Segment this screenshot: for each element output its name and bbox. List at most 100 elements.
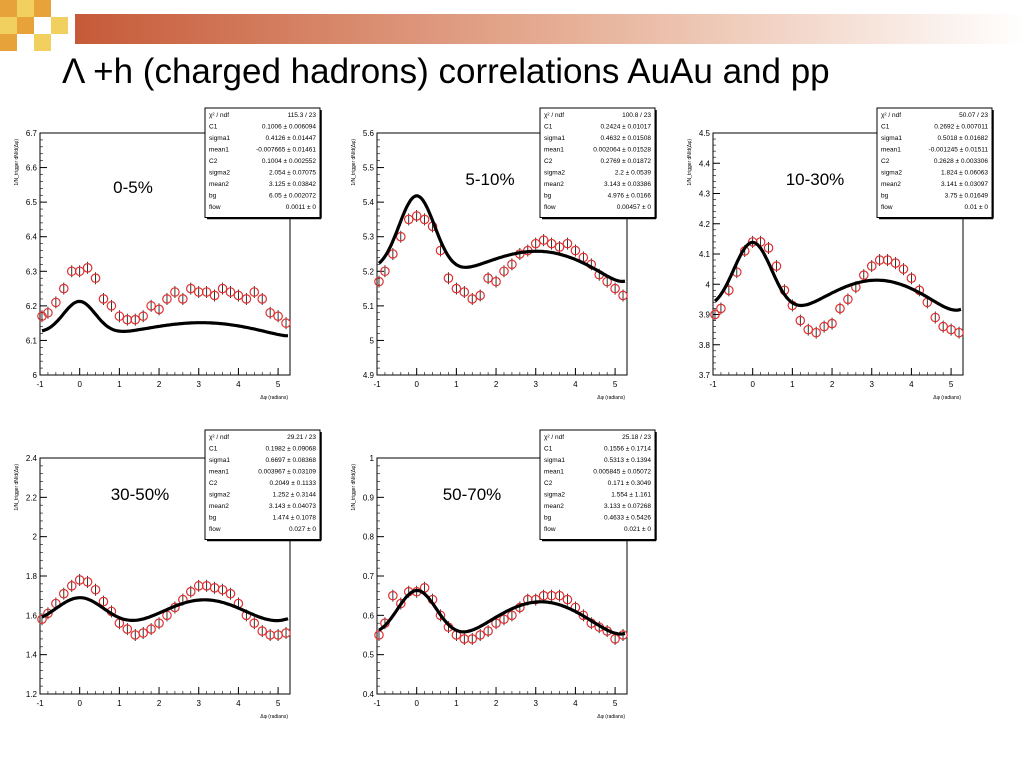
- x-tick-label: 5: [949, 380, 954, 389]
- y-tick-label: 5.4: [363, 198, 375, 207]
- stats-value: 0.021 ± 0: [624, 526, 651, 533]
- stats-box: [539, 107, 656, 218]
- y-tick-label: 1.4: [26, 651, 38, 660]
- data-point: [570, 245, 581, 256]
- x-tick-label: 3: [534, 699, 539, 708]
- data-point: [249, 287, 260, 297]
- stats-label: C2: [544, 158, 553, 165]
- y-tick-label: 6.2: [26, 302, 38, 311]
- data-point: [898, 264, 909, 274]
- deco-square: [0, 0, 17, 17]
- stats-label: sigma2: [544, 492, 565, 499]
- deco-square: [17, 17, 34, 34]
- deco-square: [51, 17, 68, 34]
- data-point: [771, 261, 782, 271]
- data-point: [273, 311, 283, 322]
- stats-label: bg: [881, 193, 889, 200]
- stats-label: mean1: [544, 147, 564, 154]
- stats-label: sigma1: [209, 135, 230, 142]
- stats-value: 3.143 ± 0.04073: [269, 503, 316, 510]
- stats-value: 2.054 ± 0.07075: [269, 170, 316, 177]
- y-axis-label: 1/N_trigger dN/d(Δφ): [687, 139, 693, 186]
- data-point: [491, 276, 501, 287]
- stats-value: 1.824 ± 0.06063: [941, 170, 988, 177]
- stats-label: sigma2: [881, 170, 902, 177]
- x-axis-label: Δφ (radians): [260, 395, 288, 401]
- stats-label: mean1: [209, 469, 229, 476]
- data-point: [43, 608, 53, 619]
- y-tick-label: 6.7: [26, 129, 38, 138]
- y-tick-label: 6.4: [26, 233, 38, 242]
- centrality-label: 50-70%: [443, 485, 502, 504]
- stats-value: 3.143 ± 0.03386: [604, 181, 651, 188]
- y-tick-label: 5.2: [363, 267, 375, 276]
- stats-value: 0.5018 ± 0.01682: [937, 135, 988, 142]
- header-gradient-bar: [75, 14, 1024, 44]
- y-tick-label: 0.8: [363, 533, 375, 542]
- data-point: [882, 255, 893, 265]
- x-tick-label: 3: [870, 380, 875, 389]
- data-point: [98, 294, 109, 304]
- stats-label: sigma1: [544, 457, 565, 464]
- data-point: [170, 287, 180, 297]
- data-point: [82, 577, 93, 587]
- stats-box: [876, 107, 993, 218]
- data-point: [954, 327, 964, 338]
- y-tick-label: 5.5: [363, 164, 375, 173]
- data-point: [827, 318, 837, 329]
- fit-curve: [377, 194, 626, 283]
- data-point: [138, 628, 148, 638]
- stats-value: 3.133 ± 0.07268: [604, 503, 651, 510]
- stats-label: sigma2: [209, 492, 230, 499]
- data-point: [225, 588, 236, 599]
- data-point: [530, 594, 541, 605]
- data-point: [795, 315, 806, 326]
- x-axis-label: Δφ (radians): [597, 714, 625, 720]
- stats-label: mean2: [544, 503, 564, 510]
- y-tick-label: 6.1: [26, 336, 38, 345]
- centrality-label: 0-5%: [113, 178, 153, 197]
- data-point: [475, 290, 485, 301]
- y-tick-label: 0.6: [363, 611, 375, 620]
- data-point: [114, 311, 125, 322]
- data-point: [106, 301, 117, 311]
- stats-label: flow: [209, 526, 221, 533]
- stats-label: flow: [881, 204, 893, 211]
- data-point: [906, 273, 917, 283]
- y-tick-label: 0.4: [363, 690, 375, 699]
- fit-curve: [41, 596, 289, 623]
- stats-label: bg: [544, 193, 552, 200]
- y-tick-label: 2: [33, 533, 38, 542]
- data-point: [499, 266, 509, 277]
- fit-curve: [378, 588, 626, 636]
- stats-value: 0.2769 ± 0.01872: [600, 158, 651, 165]
- y-tick-label: 4.9: [363, 371, 375, 380]
- stats-label: bg: [544, 515, 552, 522]
- data-point: [59, 283, 69, 294]
- x-tick-label: 1: [454, 699, 459, 708]
- data-point: [467, 294, 478, 304]
- data-point: [618, 290, 628, 301]
- stats-label: C2: [209, 480, 218, 487]
- data-point: [146, 624, 156, 634]
- stats-label: χ² / ndf: [544, 112, 564, 119]
- data-point: [763, 243, 774, 253]
- stats-label: mean1: [209, 147, 229, 154]
- stats-label: sigma2: [544, 170, 565, 177]
- x-axis-label: Δφ (radians): [597, 395, 625, 401]
- deco-square: [0, 34, 17, 51]
- data-point: [507, 610, 517, 621]
- x-tick-label: 0: [77, 380, 82, 389]
- data-point: [43, 307, 53, 318]
- y-tick-label: 0.9: [363, 493, 375, 502]
- stats-value: 0.003967 ± 0.03109: [258, 469, 316, 476]
- deco-square: [34, 34, 51, 51]
- data-point: [130, 314, 141, 325]
- data-point: [217, 283, 228, 294]
- y-axis-label: 1/N_trigger dN/d(Δφ): [14, 464, 20, 511]
- chart-panel-5-10%: 4.9 5 5.1 5.2 5.3 5.4 5.5 5.6 -1 0 1 2 3 4 5 Δφ (radian…: [351, 107, 657, 401]
- stats-label: bg: [209, 193, 217, 200]
- stats-value: 0.6697 ± 0.08368: [265, 457, 316, 464]
- stats-value: 0.1004 ± 0.002552: [262, 158, 317, 165]
- y-tick-label: 6.5: [26, 198, 38, 207]
